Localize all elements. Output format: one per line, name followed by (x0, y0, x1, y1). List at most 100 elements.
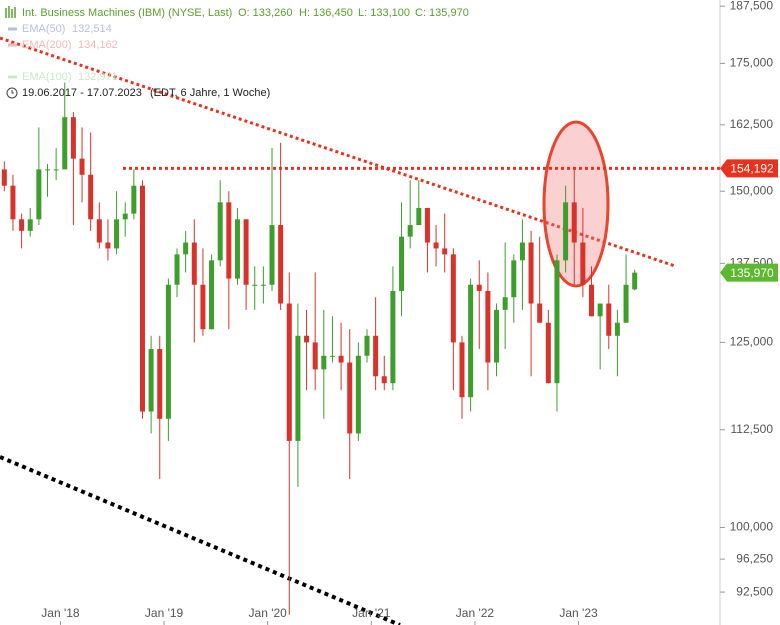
candle-body (390, 290, 396, 384)
candle-body (597, 303, 603, 317)
downtrend-line (0, 36, 676, 268)
candle-body (19, 219, 25, 231)
candle-body (217, 202, 223, 261)
candle-body (476, 284, 482, 291)
candle-body (399, 236, 405, 291)
candle-body (252, 284, 258, 286)
candle-body (606, 303, 612, 336)
clock-icon (6, 87, 18, 99)
candle-body (70, 117, 76, 159)
x-tick-label: Jan '18 (41, 606, 80, 620)
candle-body (1, 169, 7, 186)
candle-body (519, 242, 525, 261)
candle-body (381, 376, 387, 384)
candle-body (53, 169, 59, 171)
candle-body (407, 225, 413, 237)
price-tag-label: 154,192 (730, 162, 774, 176)
candle-body (122, 213, 128, 220)
candle-body (442, 248, 448, 255)
candle-body (79, 158, 85, 175)
candle-body (589, 284, 595, 317)
candle-body (36, 169, 42, 220)
candle-body (459, 342, 465, 398)
y-tick-label: 96,250 (736, 551, 773, 565)
candle-body (269, 225, 275, 285)
candle-body (502, 297, 508, 310)
candle-body (295, 335, 301, 441)
chart-icon (5, 6, 16, 18)
y-tick-label: 125,000 (730, 335, 774, 349)
candle-body (373, 335, 379, 377)
y-tick-label: 92,500 (736, 584, 773, 598)
candle-body (554, 260, 560, 384)
y-tick-label: 187,500 (730, 0, 774, 12)
y-tick-label: 162,500 (730, 117, 774, 131)
candle-body (260, 284, 266, 286)
candle-body (329, 355, 335, 357)
candle-body (226, 202, 232, 279)
candle-body (165, 284, 171, 419)
candle-body (347, 362, 353, 434)
candle-body (96, 219, 102, 243)
x-tick-label: Jan '19 (145, 606, 184, 620)
candle-body (614, 322, 620, 336)
candle-body (433, 242, 439, 249)
candle-body (424, 207, 430, 243)
candle-body (468, 284, 474, 398)
candle-body (191, 242, 197, 285)
candle-body (174, 254, 180, 285)
candle-body (321, 355, 327, 370)
x-tick-label: Jan '22 (456, 606, 495, 620)
candle-body (364, 335, 370, 356)
candle-body (286, 303, 292, 441)
candle-body (88, 174, 94, 220)
candle-body (27, 219, 33, 231)
candle-body (183, 242, 189, 255)
quote-close: C: 135,970 (415, 7, 469, 19)
candle-body (511, 260, 517, 298)
candle-body (304, 335, 310, 343)
y-tick-label: 175,000 (730, 56, 774, 70)
support-line (0, 455, 401, 625)
candle-body (355, 355, 361, 434)
candle-body (243, 219, 249, 285)
candle-body (148, 349, 154, 412)
legend-value: 132,514 (72, 23, 112, 35)
y-tick-label: 150,000 (730, 183, 774, 197)
candle-body (632, 272, 638, 290)
candle-body (157, 349, 163, 419)
y-tick-label: 112,500 (731, 422, 774, 436)
candle-body (278, 225, 284, 304)
candle-body (563, 202, 569, 261)
candle-body (416, 207, 422, 226)
x-tick-label: Jan '23 (559, 606, 598, 620)
quote-high: H: 136,450 (299, 7, 353, 19)
candle-body (131, 185, 137, 214)
y-tick-label: 100,000 (730, 520, 774, 534)
candle-body (114, 219, 120, 249)
title: Int. Business Machines (IBM) (NYSE, Last… (22, 7, 232, 19)
x-tick-label: Jan '20 (249, 606, 288, 620)
candle-body (450, 254, 456, 343)
candle-body (44, 169, 50, 171)
header: Int. Business Machines (IBM) (NYSE, Last… (5, 6, 469, 99)
legend-value: 132,971 (78, 71, 118, 83)
legend-value: 134,162 (78, 39, 118, 51)
candle-body (528, 242, 534, 304)
candle-body (580, 242, 586, 285)
candle-body (537, 303, 543, 323)
date-range: 19.06.2017 - 17.07.2023 (22, 87, 142, 99)
quote-low: L: 133,100 (358, 7, 410, 19)
candle-body (338, 355, 344, 363)
legend-name: EMA(200) (22, 39, 72, 51)
candle-body (494, 309, 500, 363)
legend-name: EMA(50) (22, 23, 65, 35)
clock-hands (11, 90, 14, 94)
candle-body (62, 117, 68, 170)
price-tag (720, 159, 778, 178)
legend-name: EMA(100) (22, 71, 72, 83)
candle-body (209, 260, 215, 330)
candle-body (571, 202, 577, 243)
candle-body (200, 284, 206, 330)
candle-body (105, 242, 111, 249)
